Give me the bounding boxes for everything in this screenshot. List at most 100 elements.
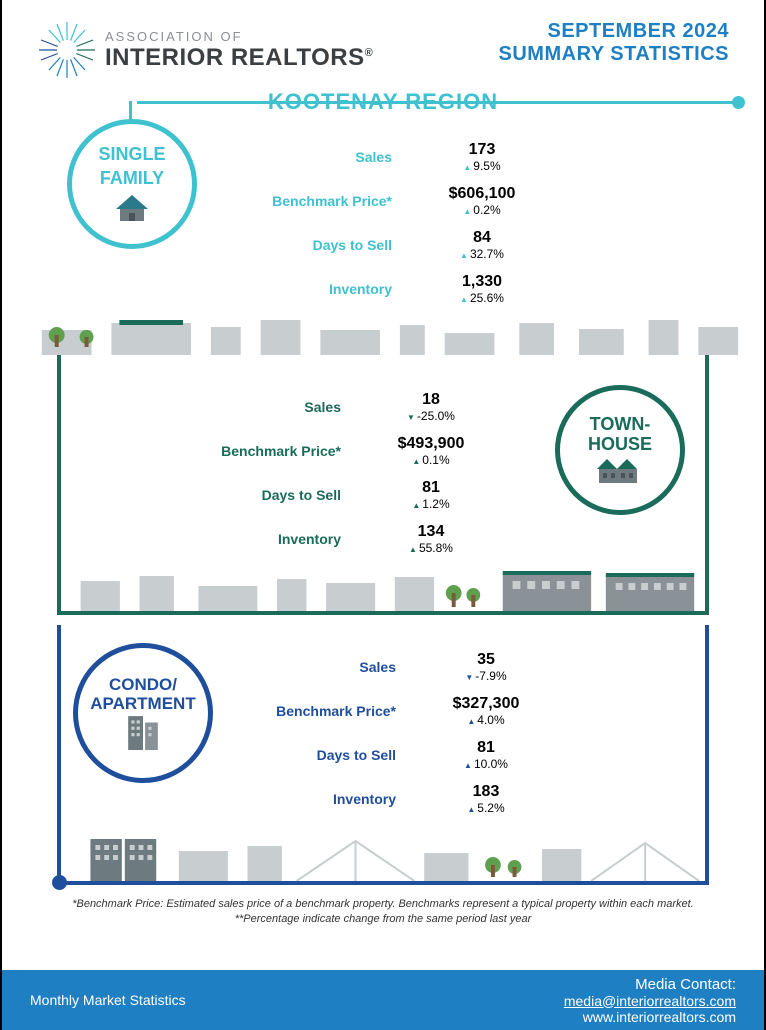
house-icon bbox=[112, 193, 152, 223]
stat-value: 84 bbox=[422, 229, 542, 247]
stat-value-block: 8432.7% bbox=[422, 229, 542, 261]
stat-pct: 25.6% bbox=[422, 291, 542, 305]
stat-value: 183 bbox=[426, 783, 546, 801]
stat-value: $327,300 bbox=[426, 695, 546, 713]
stat-pct: 55.8% bbox=[371, 541, 491, 555]
badge-label-l1: CONDO/ bbox=[109, 676, 177, 695]
townhouse-icon bbox=[595, 455, 645, 485]
title-line2: SUMMARY STATISTICS bbox=[499, 43, 729, 66]
terminal-dot bbox=[52, 875, 67, 890]
stat-pct: 1.2% bbox=[371, 497, 491, 511]
stat-label: Benchmark Price* bbox=[211, 443, 371, 459]
stat-pct: -25.0% bbox=[371, 409, 491, 423]
logo: ASSOCIATION OF INTERIOR REALTORS® bbox=[37, 20, 373, 80]
building-icon bbox=[121, 714, 165, 750]
footnote-1: *Benchmark Price: Estimated sales price … bbox=[42, 897, 724, 912]
stat-value-block: 1835.2% bbox=[426, 783, 546, 815]
stat-pct: 0.1% bbox=[371, 453, 491, 467]
stat-value: 173 bbox=[422, 141, 542, 159]
stat-value: 35 bbox=[426, 651, 546, 669]
stat-value: 1,330 bbox=[422, 273, 542, 291]
footer-left: Monthly Market Statistics bbox=[30, 992, 186, 1008]
stat-row-days: Days to Sell8110.0% bbox=[266, 733, 586, 777]
stat-row-benchmark: Benchmark Price*$493,9000.1% bbox=[211, 429, 531, 473]
sunburst-icon bbox=[37, 20, 97, 80]
stat-value: $493,900 bbox=[371, 435, 491, 453]
connector-line bbox=[137, 101, 739, 104]
stat-value-block: 811.2% bbox=[371, 479, 491, 511]
footnotes: *Benchmark Price: Estimated sales price … bbox=[42, 897, 724, 928]
stat-row-days: Days to Sell8432.7% bbox=[262, 223, 582, 267]
stat-value-block: $606,1000.2% bbox=[422, 185, 542, 217]
footer-contact: Media Contact: bbox=[564, 976, 736, 993]
badge-label-l1: TOWN- bbox=[590, 415, 651, 435]
stat-value: 18 bbox=[371, 391, 491, 409]
stat-row-sales: Sales18-25.0% bbox=[211, 385, 531, 429]
single-family-badge: SINGLE FAMILY bbox=[67, 119, 197, 249]
assoc-line: ASSOCIATION OF bbox=[105, 29, 373, 44]
stat-row-sales: Sales1739.5% bbox=[262, 135, 582, 179]
title-block: SEPTEMBER 2024 SUMMARY STATISTICS bbox=[499, 20, 729, 66]
stat-value: $606,100 bbox=[422, 185, 542, 203]
stat-label: Inventory bbox=[262, 281, 422, 297]
stat-pct: 9.5% bbox=[422, 159, 542, 173]
stat-value-block: 18-25.0% bbox=[371, 391, 491, 423]
footer-email: media@interiorrealtors.com bbox=[564, 993, 736, 1009]
stat-value-block: $493,9000.1% bbox=[371, 435, 491, 467]
stat-label: Days to Sell bbox=[266, 747, 426, 763]
stats-condo: Sales35-7.9%Benchmark Price*$327,3004.0%… bbox=[266, 645, 586, 821]
stat-label: Sales bbox=[262, 149, 422, 165]
stat-value-block: 35-7.9% bbox=[426, 651, 546, 683]
stat-value-block: 1,33025.6% bbox=[422, 273, 542, 305]
stat-value-block: 13455.8% bbox=[371, 523, 491, 555]
stat-label: Inventory bbox=[266, 791, 426, 807]
section-condo: CONDO/ APARTMENT Sales35-7.9%Benchmark P… bbox=[57, 625, 709, 885]
stat-row-sales: Sales35-7.9% bbox=[266, 645, 586, 689]
badge-label-l1: SINGLE bbox=[98, 145, 165, 165]
header: ASSOCIATION OF INTERIOR REALTORS® SEPTEM… bbox=[2, 0, 764, 85]
stat-pct: 4.0% bbox=[426, 713, 546, 727]
stat-pct: 32.7% bbox=[422, 247, 542, 261]
stat-label: Inventory bbox=[211, 531, 371, 547]
footer-url: www.interiorrealtors.com bbox=[564, 1009, 736, 1025]
skyline-decoration bbox=[61, 831, 705, 881]
stat-pct: 5.2% bbox=[426, 801, 546, 815]
badge-label-l2: FAMILY bbox=[100, 169, 164, 189]
townhouse-badge: TOWN- HOUSE bbox=[555, 385, 685, 515]
realtors-line: INTERIOR REALTORS® bbox=[105, 44, 373, 72]
stats-townhouse: Sales18-25.0%Benchmark Price*$493,9000.1… bbox=[211, 385, 531, 561]
stat-value-block: 1739.5% bbox=[422, 141, 542, 173]
skyline-decoration bbox=[61, 561, 705, 611]
stat-value: 81 bbox=[426, 739, 546, 757]
stat-label: Benchmark Price* bbox=[266, 703, 426, 719]
section-townhouse: TOWN- HOUSE Sales18-25.0%Benchmark Price… bbox=[57, 355, 709, 615]
skyline-decoration bbox=[2, 305, 764, 355]
footnote-2: **Percentage indicate change from the sa… bbox=[42, 912, 724, 927]
title-line1: SEPTEMBER 2024 bbox=[499, 20, 729, 43]
stat-label: Days to Sell bbox=[262, 237, 422, 253]
stats-single-family: Sales1739.5%Benchmark Price*$606,1000.2%… bbox=[262, 135, 582, 311]
badge-label-l2: APARTMENT bbox=[90, 695, 195, 714]
stat-pct: 10.0% bbox=[426, 757, 546, 771]
footer: Monthly Market Statistics Media Contact:… bbox=[2, 970, 764, 1030]
badge-label-l2: HOUSE bbox=[588, 435, 652, 455]
section-single-family: SINGLE FAMILY Sales1739.5%Benchmark Pric… bbox=[57, 115, 709, 355]
stat-value: 81 bbox=[371, 479, 491, 497]
stat-label: Days to Sell bbox=[211, 487, 371, 503]
stat-label: Sales bbox=[266, 659, 426, 675]
stat-row-days: Days to Sell811.2% bbox=[211, 473, 531, 517]
stat-value-block: $327,3004.0% bbox=[426, 695, 546, 727]
stat-row-benchmark: Benchmark Price*$606,1000.2% bbox=[262, 179, 582, 223]
logo-text: ASSOCIATION OF INTERIOR REALTORS® bbox=[105, 29, 373, 72]
footer-right: Media Contact: media@interiorrealtors.co… bbox=[564, 976, 736, 1025]
stat-row-inventory: Inventory1835.2% bbox=[266, 777, 586, 821]
condo-badge: CONDO/ APARTMENT bbox=[73, 643, 213, 783]
stat-value: 134 bbox=[371, 523, 491, 541]
stat-pct: 0.2% bbox=[422, 203, 542, 217]
stat-label: Benchmark Price* bbox=[262, 193, 422, 209]
stat-row-inventory: Inventory13455.8% bbox=[211, 517, 531, 561]
stat-pct: -7.9% bbox=[426, 669, 546, 683]
stat-label: Sales bbox=[211, 399, 371, 415]
stat-row-benchmark: Benchmark Price*$327,3004.0% bbox=[266, 689, 586, 733]
stat-value-block: 8110.0% bbox=[426, 739, 546, 771]
